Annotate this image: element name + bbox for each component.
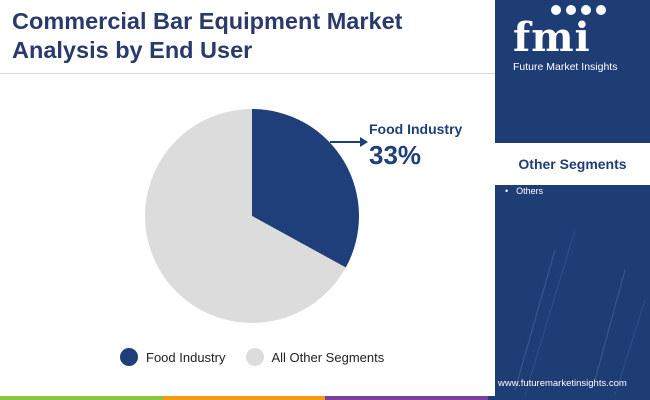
legend-swatch-food-industry: [120, 348, 138, 366]
callout-arrow-icon: [330, 137, 368, 147]
panel-list: Others: [505, 186, 543, 196]
leaf-icon: [581, 5, 591, 15]
bottom-bar-segment: [487, 396, 650, 400]
bottom-bar-segment: [0, 396, 163, 400]
legend-label-food-industry: Food Industry: [146, 349, 226, 365]
pie-slices: [144, 109, 359, 323]
side-panel: fmi Future Market Insights Other Segment…: [495, 0, 650, 400]
pie-chart: [144, 109, 368, 323]
panel-heading: Other Segments: [495, 143, 650, 185]
chart-area: Commercial Bar Equipment Market Analysis…: [0, 8, 495, 366]
callout-value: 33%: [369, 140, 422, 170]
logo: fmi: [513, 14, 591, 61]
legend-label-all-other-segments: All Other Segments: [271, 349, 385, 365]
chart-title: Commercial Bar Equipment Market Analysis…: [12, 8, 403, 63]
legend-item-food-industry: Food Industry: [120, 348, 226, 366]
transport-icon: [551, 5, 561, 15]
panel-decoration: [514, 229, 646, 396]
bottom-bar-segment: [325, 396, 488, 400]
bottom-bar-segment: [162, 396, 325, 400]
tech-icon: [596, 5, 606, 15]
legend-swatch-all-other-segments: [245, 348, 264, 366]
bottom-color-bar: [0, 396, 650, 400]
legend-item-all-other-segments: All Other Segments: [245, 348, 385, 366]
pie-slice-food-industry: [252, 109, 359, 268]
legend: Food Industry All Other Segments: [120, 348, 404, 366]
list-item: Others: [505, 186, 543, 196]
pie-slice-all-other-segments: [144, 109, 346, 323]
logo-tagline: Future Market Insights: [513, 61, 618, 73]
title-divider: [0, 73, 495, 74]
callout-label: Food Industry: [369, 121, 463, 137]
logo-icons: [551, 5, 611, 15]
site-url[interactable]: www.futuremarketinsights.com: [498, 378, 627, 389]
globe-icon: [566, 5, 576, 15]
